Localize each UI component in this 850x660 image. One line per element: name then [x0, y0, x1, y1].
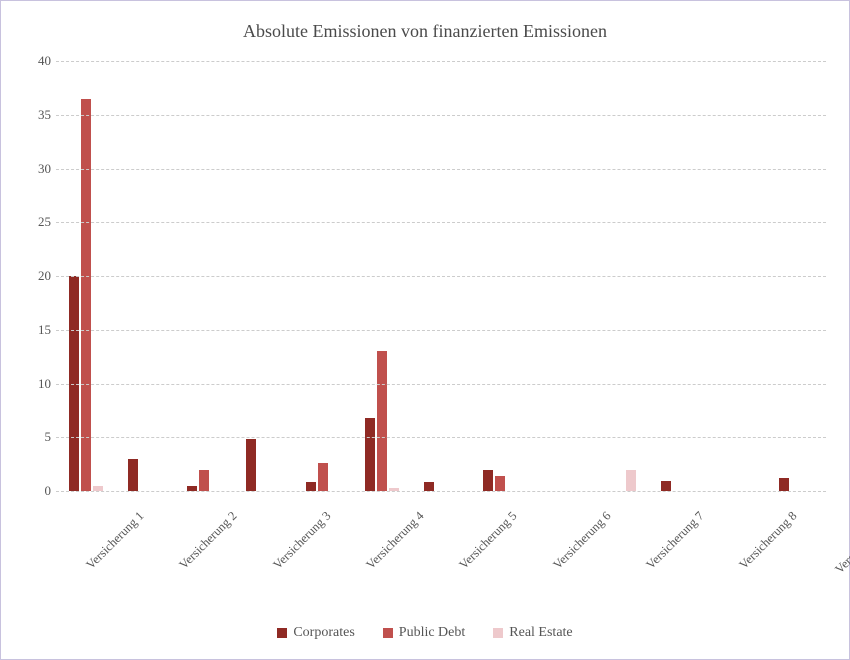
y-tick-label: 5 — [21, 429, 51, 445]
x-tick-label: Versicherung 4 — [363, 496, 440, 573]
legend-swatch — [383, 628, 393, 638]
legend: Corporates Public Debt Real Estate — [1, 625, 849, 641]
bar — [199, 470, 209, 492]
grid-line — [56, 491, 826, 492]
legend-label: Public Debt — [399, 625, 466, 641]
legend-label: Real Estate — [509, 625, 572, 641]
bar — [306, 482, 316, 491]
x-axis-labels: Versicherung 1Versicherung 2Versicherung… — [56, 496, 826, 511]
grid-line — [56, 330, 826, 331]
legend-swatch — [277, 628, 287, 638]
x-tick-label: Versicherung 6 — [550, 496, 627, 573]
x-tick-label: Versicherung 8 — [737, 496, 814, 573]
bar — [495, 476, 505, 491]
bar — [424, 482, 434, 491]
y-tick-label: 20 — [21, 268, 51, 284]
bar — [246, 439, 256, 491]
bar — [81, 99, 91, 491]
chart-title: Absolute Emissionen von finanzierten Emi… — [11, 21, 839, 42]
x-tick-label: Versicherung 10 — [832, 496, 850, 577]
plot-area: 0510152025303540 — [56, 61, 826, 491]
y-tick-label: 30 — [21, 161, 51, 177]
grid-line — [56, 222, 826, 223]
y-tick-label: 15 — [21, 322, 51, 338]
bar — [779, 478, 789, 491]
grid-line — [56, 276, 826, 277]
bar — [626, 470, 636, 492]
legend-item: Real Estate — [493, 625, 572, 641]
grid-line — [56, 384, 826, 385]
x-tick-label: Versicherung 1 — [83, 496, 160, 573]
legend-item: Corporates — [277, 625, 354, 641]
bar — [318, 463, 328, 491]
y-tick-label: 40 — [21, 53, 51, 69]
chart-container: Absolute Emissionen von finanzierten Emi… — [0, 0, 850, 660]
x-tick-label: Versicherung 3 — [270, 496, 347, 573]
bar — [483, 470, 493, 492]
y-tick-label: 35 — [21, 107, 51, 123]
grid-line — [56, 61, 826, 62]
grid-line — [56, 115, 826, 116]
legend-swatch — [493, 628, 503, 638]
x-tick-label: Versicherung 2 — [177, 496, 254, 573]
legend-label: Corporates — [293, 625, 354, 641]
legend-item: Public Debt — [383, 625, 466, 641]
x-tick-label: Versicherung 5 — [457, 496, 534, 573]
bar — [661, 481, 671, 491]
grid-line — [56, 169, 826, 170]
y-tick-label: 0 — [21, 483, 51, 499]
bar — [377, 351, 387, 491]
y-tick-label: 10 — [21, 376, 51, 392]
x-tick-label: Versicherung 7 — [643, 496, 720, 573]
bar — [128, 459, 138, 491]
y-tick-label: 25 — [21, 214, 51, 230]
grid-line — [56, 437, 826, 438]
bar — [365, 418, 375, 491]
